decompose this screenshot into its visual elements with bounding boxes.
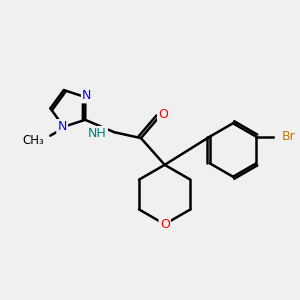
- Text: O: O: [158, 108, 168, 121]
- Text: Br: Br: [282, 130, 296, 143]
- Text: N: N: [58, 120, 67, 133]
- Text: O: O: [160, 218, 169, 231]
- Text: NH: NH: [88, 127, 107, 140]
- Text: N: N: [82, 89, 92, 102]
- Text: CH₃: CH₃: [22, 134, 44, 147]
